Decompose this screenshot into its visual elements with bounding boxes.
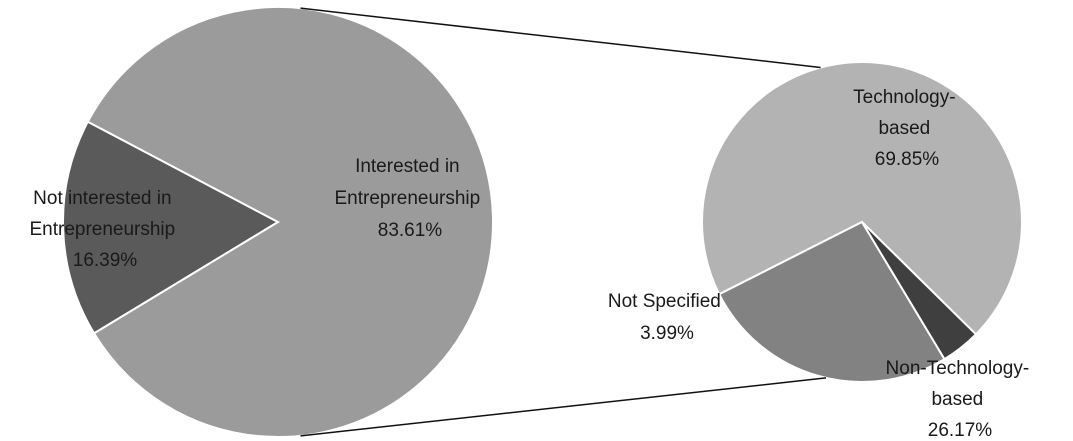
pie-slice-technology-based (701, 61, 1023, 336)
connector-line-bottom (300, 377, 827, 437)
pie-slice-non-technology-based (717, 220, 946, 383)
detail-pie (701, 61, 1023, 383)
pie-slice-not-specified (861, 221, 978, 361)
slice-label-non-technology-based: Non-Technology- based 26.17% (886, 358, 1035, 441)
main-pie (62, 6, 494, 438)
connector-line-top (300, 7, 821, 69)
pie-slice-interested-in-entrepreneurship (86, 6, 494, 438)
slice-label-not-specified: Not Specified 3.99% (608, 291, 726, 344)
slice-label-not-interested: Not interested in Entrepreneurship 16.39… (29, 188, 180, 271)
slice-label-technology-based: Technology- based 69.85% (853, 87, 961, 170)
slice-label-interested: Interested in Entrepreneurship 83.61% (334, 156, 485, 241)
pie-slice-not-interested-in-entrepreneurship (62, 120, 281, 335)
pie-connector-lines (300, 7, 827, 437)
